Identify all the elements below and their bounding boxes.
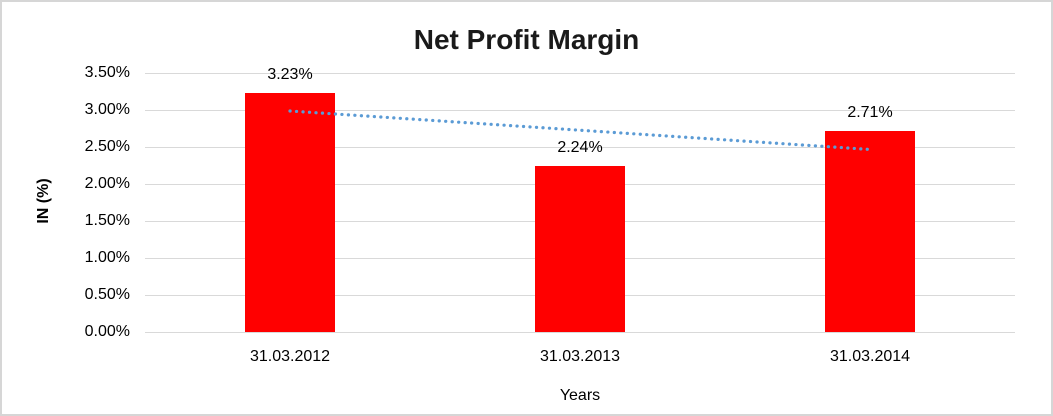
y-axis-tick-label: 3.00% [84, 101, 130, 118]
y-axis-tick-label: 0.00% [84, 323, 130, 340]
bar-data-label: 2.71% [847, 104, 893, 122]
bar-data-label: 3.23% [267, 65, 313, 83]
y-axis-tick-label: 2.50% [84, 138, 130, 155]
gridline [145, 72, 1015, 74]
x-axis-tick-label: 31.03.2012 [249, 348, 331, 365]
bar-31.03.2013 [535, 166, 625, 332]
bar-31.03.2012 [245, 92, 335, 332]
x-axis-tick-label: 31.03.2014 [829, 348, 911, 365]
y-axis-tick-label: 0.50% [84, 286, 130, 303]
chart-title: Net Profit Margin [413, 24, 640, 55]
y-axis-tick-label: 1.00% [84, 249, 130, 266]
y-axis-tick-label: 1.50% [84, 212, 130, 229]
x-axis-tick-label: 31.03.2013 [539, 348, 621, 365]
gridline [145, 331, 1015, 333]
bar-31.03.2014 [825, 131, 915, 332]
y-axis-tick-label: 3.50% [84, 64, 130, 81]
x-axis-title: Years [559, 387, 601, 404]
bar-data-label: 2.24% [557, 139, 603, 157]
y-axis-tick-label: 2.00% [84, 175, 130, 192]
